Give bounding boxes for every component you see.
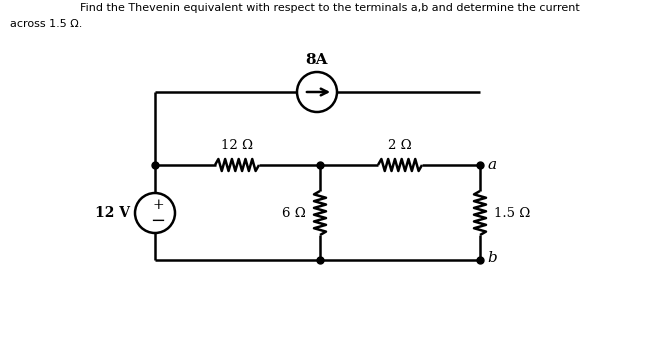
Text: across 1.5 Ω.: across 1.5 Ω. — [10, 19, 82, 29]
Text: 12 Ω: 12 Ω — [221, 139, 253, 152]
Text: +: + — [152, 198, 164, 212]
Text: 12 V: 12 V — [95, 206, 130, 220]
Text: Find the Thevenin equivalent with respect to the terminals a,b and determine the: Find the Thevenin equivalent with respec… — [80, 3, 580, 13]
Text: a: a — [487, 158, 496, 172]
Text: b: b — [487, 251, 497, 265]
Text: 1.5 Ω: 1.5 Ω — [494, 207, 530, 220]
Text: 2 Ω: 2 Ω — [388, 139, 412, 152]
Text: 8A: 8A — [306, 53, 328, 67]
Text: 6 Ω: 6 Ω — [282, 207, 306, 220]
Text: −: − — [151, 212, 166, 230]
